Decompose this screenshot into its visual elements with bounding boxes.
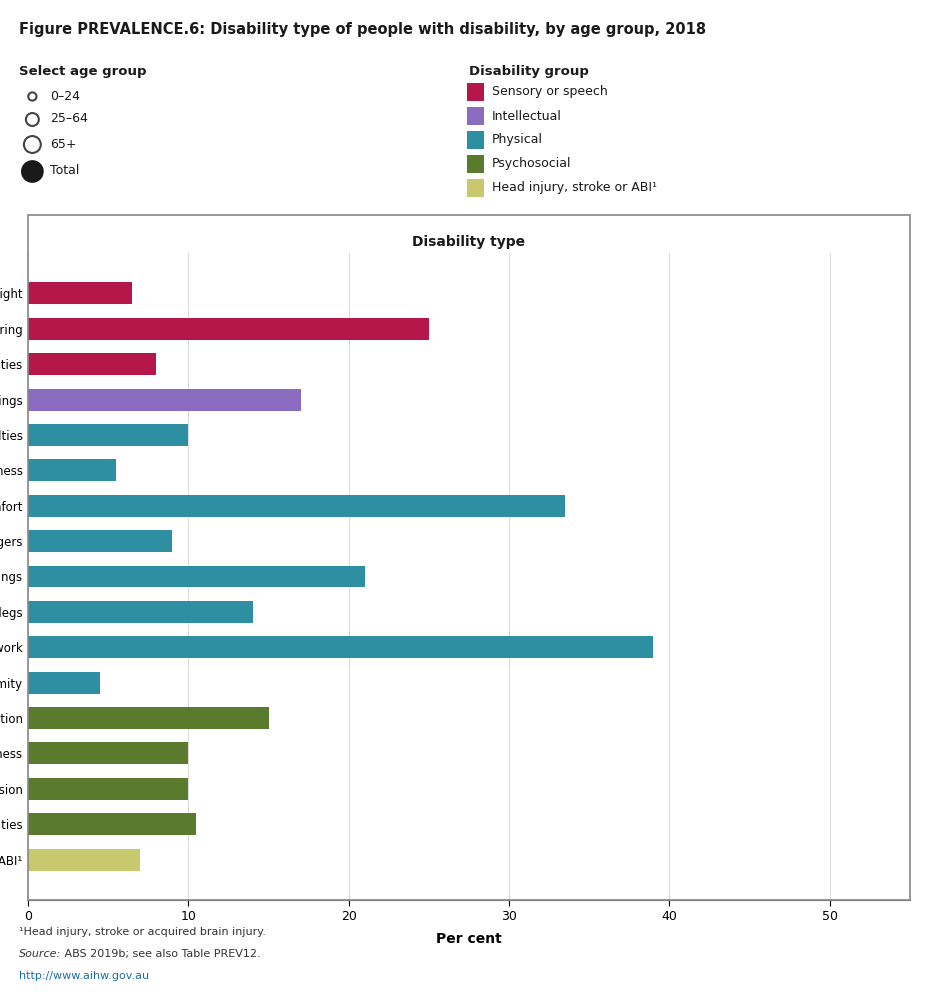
Bar xyxy=(28,389,301,411)
Text: Psychosocial: Psychosocial xyxy=(492,157,571,170)
Text: Disability group: Disability group xyxy=(469,65,589,78)
Bar xyxy=(28,636,654,658)
Bar xyxy=(28,318,429,340)
Text: 65+: 65+ xyxy=(50,137,76,150)
Text: Total: Total xyxy=(50,164,79,178)
Title: Disability type: Disability type xyxy=(413,235,525,249)
Bar xyxy=(28,282,132,304)
Circle shape xyxy=(22,161,42,182)
Circle shape xyxy=(26,113,38,126)
Text: Intellectual: Intellectual xyxy=(492,109,561,122)
Text: Figure PREVALENCE.6: Disability type of people with disability, by age group, 20: Figure PREVALENCE.6: Disability type of … xyxy=(19,22,706,37)
Bar xyxy=(28,849,141,871)
Text: Physical: Physical xyxy=(492,133,542,146)
Circle shape xyxy=(24,136,41,153)
Text: ¹Head injury, stroke or acquired brain injury.: ¹Head injury, stroke or acquired brain i… xyxy=(19,927,265,937)
Bar xyxy=(28,459,116,481)
Bar xyxy=(28,424,189,446)
Text: http://www.aihw.gov.au: http://www.aihw.gov.au xyxy=(19,971,149,981)
Text: Source:: Source: xyxy=(19,949,61,959)
Bar xyxy=(28,495,566,517)
Bar xyxy=(28,353,157,375)
Circle shape xyxy=(28,92,37,101)
Bar xyxy=(28,778,189,800)
Bar xyxy=(28,601,252,623)
Text: With disability: With disability xyxy=(396,225,542,243)
Text: Sensory or speech: Sensory or speech xyxy=(492,86,607,99)
Bar xyxy=(28,813,196,835)
Bar xyxy=(28,530,173,552)
Text: ABS 2019b; see also Table PREV12.: ABS 2019b; see also Table PREV12. xyxy=(61,949,261,959)
Bar xyxy=(28,672,100,694)
X-axis label: Per cent: Per cent xyxy=(436,932,502,946)
Bar xyxy=(28,566,365,587)
Text: Head injury, stroke or ABI¹: Head injury, stroke or ABI¹ xyxy=(492,182,657,194)
Bar xyxy=(28,707,268,729)
Bar xyxy=(28,742,189,764)
Text: Select age group: Select age group xyxy=(19,65,146,78)
Text: 0–24: 0–24 xyxy=(50,90,80,103)
Text: 25–64: 25–64 xyxy=(50,112,87,125)
